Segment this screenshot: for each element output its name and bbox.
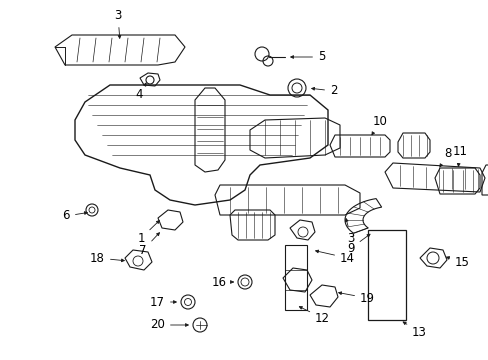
Text: 20: 20 (150, 319, 188, 332)
Text: 6: 6 (62, 210, 87, 222)
Text: 10: 10 (371, 115, 386, 135)
Text: 16: 16 (212, 275, 233, 288)
Text: 9: 9 (347, 234, 369, 255)
Text: 7: 7 (139, 233, 159, 256)
Text: 12: 12 (299, 307, 329, 324)
Bar (285, 245, 306, 310)
Text: 3: 3 (345, 219, 354, 244)
Text: 11: 11 (451, 145, 467, 166)
Text: 4: 4 (135, 83, 146, 102)
Bar (367, 230, 405, 320)
Text: 19: 19 (338, 292, 374, 305)
Text: 17: 17 (150, 296, 176, 309)
Text: 1: 1 (137, 221, 159, 244)
Text: 5: 5 (290, 50, 325, 63)
Text: 8: 8 (439, 147, 451, 167)
Text: 2: 2 (311, 85, 337, 98)
Text: 3: 3 (114, 9, 122, 38)
Text: 18: 18 (90, 252, 124, 265)
Text: 13: 13 (402, 322, 426, 338)
Text: 14: 14 (315, 250, 354, 265)
Text: 15: 15 (446, 256, 469, 269)
